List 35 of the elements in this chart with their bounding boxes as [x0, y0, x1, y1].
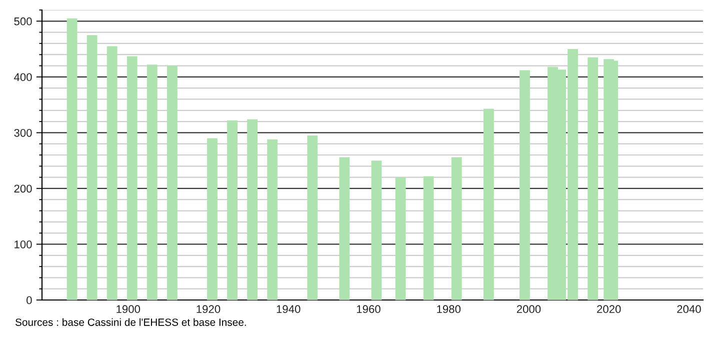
y-tick-label: 400 [14, 73, 32, 82]
bar [451, 157, 462, 300]
bar [247, 119, 258, 300]
bar [395, 177, 406, 300]
bar [423, 176, 434, 300]
bar [86, 35, 98, 300]
x-tick-label: 1920 [196, 305, 220, 314]
bar [146, 64, 158, 300]
bar [588, 57, 598, 300]
bar [66, 18, 78, 300]
y-tick-label: 300 [14, 128, 32, 137]
source-note: Sources : base Cassini de l'EHESS et base Insee. [15, 318, 246, 326]
y-tick-label: 0 [26, 296, 32, 304]
y-tick-label: 200 [14, 184, 32, 193]
x-tick-label: 1900 [116, 305, 140, 314]
bar [126, 56, 138, 300]
bar [106, 46, 118, 300]
bar [207, 138, 218, 300]
y-tick-label: 100 [14, 240, 32, 248]
bar [339, 157, 350, 300]
bar [520, 70, 530, 300]
bar [604, 59, 614, 300]
bar [307, 135, 318, 300]
bar [371, 160, 382, 300]
bar [166, 66, 178, 300]
bar [267, 139, 278, 300]
x-tick-label: 2000 [516, 305, 541, 314]
x-tick-label: 1980 [437, 305, 461, 314]
y-tick-label: 500 [14, 17, 32, 26]
x-tick-label: 1960 [356, 305, 380, 314]
x-tick-label: 2020 [597, 305, 621, 314]
x-tick-label: 2040 [677, 305, 701, 314]
bar [227, 120, 238, 300]
bar [483, 108, 494, 300]
x-tick-label: 1940 [276, 305, 300, 314]
